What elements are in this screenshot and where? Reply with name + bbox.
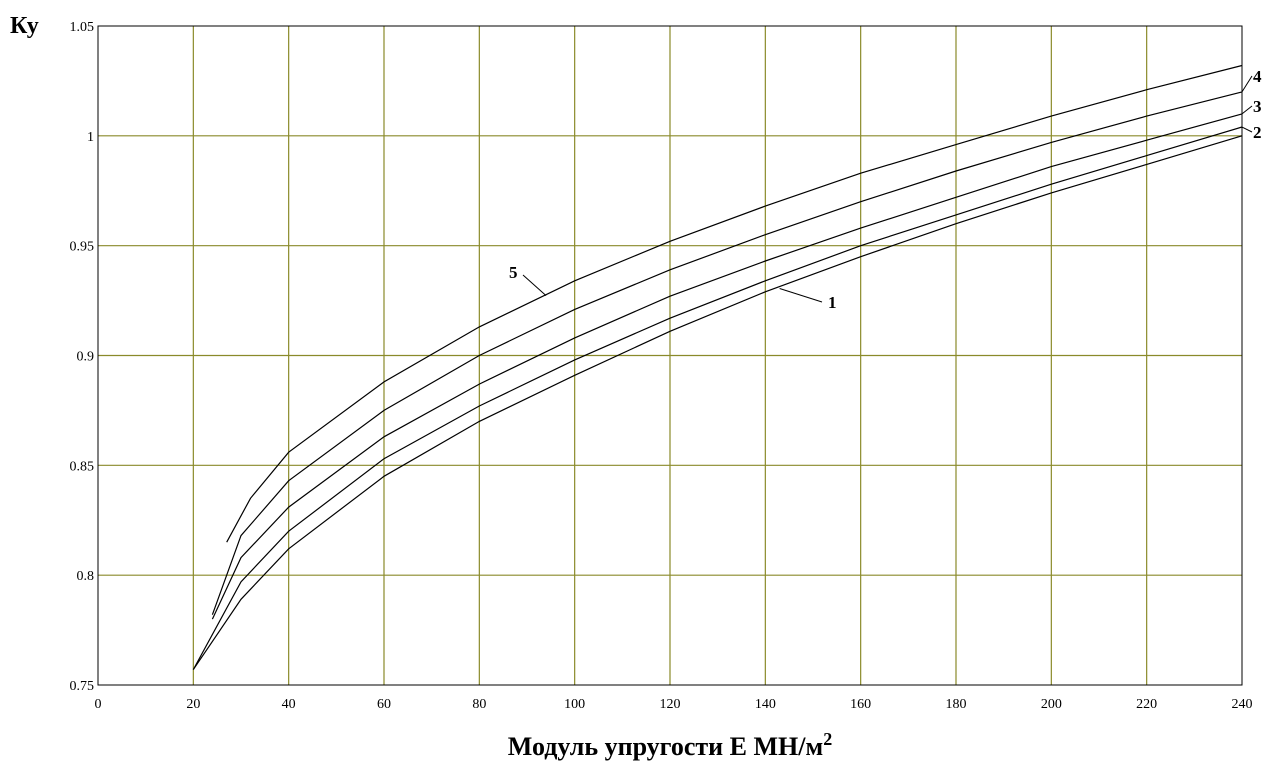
curve-label-2: 2 [1253,123,1262,142]
plot-frame [97,25,1243,686]
x-tick-label: 240 [1232,697,1253,712]
series-line-4 [211,91,1243,615]
x-axis-label: Модуль упругости Е МН/м2 [508,729,832,761]
x-tick-label: 160 [850,697,871,712]
x-tick-label: 180 [946,697,967,712]
x-tick-labels: 0 20 40 60 80 100 120 140 160 180 200 220 240 [95,697,1253,712]
series-line-3 [211,113,1243,620]
curve-label-leader-2 [1241,126,1253,133]
x-tick-label: 140 [755,697,776,712]
x-tick-label: 120 [660,697,681,712]
x-axis-label-text: Модуль упругости Е МН/м [508,732,823,761]
y-tick-label: 1 [87,130,94,145]
y-tick-label: 0.85 [70,459,95,474]
series-lines [192,64,1243,670]
x-tick-label: 220 [1136,697,1157,712]
x-tick-label: 100 [564,697,585,712]
curve-label-5: 5 [509,263,518,282]
x-tick-label: 80 [472,697,486,712]
x-tick-label: 20 [186,697,200,712]
y-tick-label: 1.05 [70,20,95,35]
grid-lines [98,26,1242,685]
y-axis-label: Ку [10,13,39,39]
x-tick-label: 200 [1041,697,1062,712]
series-line-2 [192,126,1243,670]
series-line-1 [192,135,1243,670]
curve-label-1: 1 [828,293,837,312]
y-tick-label: 0.8 [77,569,95,584]
curve-label-leader-4 [1241,75,1253,93]
x-tick-label: 0 [95,697,102,712]
y-tick-labels: 0.75 0.8 0.85 0.9 0.95 1 1.05 [70,20,95,694]
curve-label-4: 4 [1253,67,1262,86]
curve-label-leader-3 [1241,105,1253,115]
curve-labels: 4 3 2 1 5 [509,67,1262,312]
y-tick-label: 0.75 [70,679,95,694]
curve-label-leader-1 [779,288,823,303]
y-tick-label: 0.9 [77,350,95,365]
curve-label-3: 3 [1253,97,1262,116]
curve-label-leader-5 [522,274,547,297]
y-tick-label: 0.95 [70,240,95,255]
x-tick-label: 60 [377,697,391,712]
series-line-5 [226,64,1243,543]
x-tick-label: 40 [282,697,296,712]
x-axis-label-superscript: 2 [823,729,832,749]
